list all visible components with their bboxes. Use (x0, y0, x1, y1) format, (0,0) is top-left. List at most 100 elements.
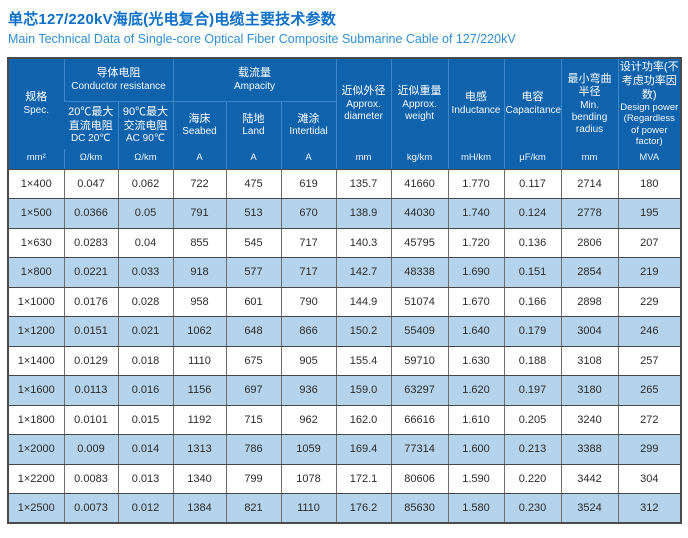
unit-design-power: MVA (617, 149, 682, 170)
table-row: 1×1200 0.0151 0.021 1062 648 866 150.2 55409 1.6… (8, 316, 682, 347)
value-cell: 0.151 (503, 257, 562, 288)
value-cell: 791 (172, 198, 226, 229)
table-row: 1×2000 0.009 0.014 1313 786 1059 169.4 77314 1.6… (8, 434, 682, 465)
value-cell: 918 (172, 257, 226, 288)
value-cell: 85630 (390, 493, 449, 524)
col-header-approx-weight: 近似重量 Approx. weight (390, 58, 449, 150)
value-cell: 513 (225, 198, 281, 229)
value-cell: 1.580 (447, 493, 505, 524)
value-cell: 140.3 (335, 227, 392, 259)
value-cell: 545 (225, 227, 281, 259)
value-cell: 577 (225, 257, 281, 288)
col-header-approx-diameter: 近似外径 Approx. diameter (335, 58, 392, 150)
page: 单芯127/220kV海底(光电复合)电缆主要技术参数 Main Technic… (7, 11, 683, 525)
value-cell: 0.188 (503, 345, 562, 377)
unit-land: A (225, 149, 281, 170)
col-label-en: Approx. weight (402, 99, 437, 122)
spec-cell: 1×2200 (8, 463, 64, 495)
col-label-en: Approx. diameter (344, 99, 383, 122)
col-label-zh: 20℃最大直流电阻 (68, 105, 114, 132)
unit-spec: mm² (8, 149, 64, 170)
value-cell: 1078 (280, 463, 337, 495)
value-cell: 1.620 (447, 375, 505, 406)
value-cell: 675 (225, 345, 281, 377)
col-header-spec-en: Spec. (23, 105, 50, 116)
value-cell: 0.009 (63, 434, 118, 465)
col-label-zh: 海床 (188, 112, 211, 125)
value-cell: 159.0 (335, 375, 392, 406)
unit-seabed: A (172, 149, 226, 170)
value-cell: 0.220 (503, 463, 562, 495)
value-cell: 312 (617, 493, 682, 524)
col-header-inductance: 电感 Inductance (447, 58, 505, 150)
value-cell: 162.0 (335, 404, 392, 436)
spec-cell: 1×1800 (8, 404, 64, 436)
unit-approx-weight: kg/km (390, 149, 449, 170)
value-cell: 958 (172, 286, 226, 318)
value-cell: 790 (280, 286, 337, 318)
col-header-min-bending-radius: 最小弯曲半径 Min. bending radius (560, 58, 619, 150)
col-label-en: Capacitance (505, 105, 562, 116)
value-cell: 176.2 (335, 493, 392, 524)
value-cell: 257 (617, 345, 682, 377)
value-cell: 0.230 (503, 493, 562, 524)
value-cell: 150.2 (335, 316, 392, 347)
col-group-ampacity: 载流量 Ampacity (172, 58, 337, 102)
value-cell: 786 (225, 434, 281, 465)
value-cell: 0.117 (503, 168, 562, 200)
value-cell: 195 (617, 198, 682, 229)
unit-approx-diameter: mm (335, 149, 392, 170)
value-cell: 3388 (560, 434, 619, 465)
header-sub-row: 20℃最大直流电阻 DC 20℃ 90℃最大交流电阻 AC 90℃ 海床 Sea… (8, 101, 681, 150)
spec-cell: 1×2500 (8, 493, 64, 524)
table-row: 1×800 0.0221 0.033 918 577 717 142.7 48338 1.690… (8, 257, 682, 288)
value-cell: 0.012 (117, 493, 173, 524)
table-row: 1×1000 0.0176 0.028 958 601 790 144.9 51074 1.67… (8, 286, 682, 318)
value-cell: 3240 (560, 404, 619, 436)
group-label-zh: 载流量 (238, 67, 271, 80)
col-label-en: Inductance (451, 105, 501, 116)
value-cell: 1.720 (447, 227, 505, 259)
value-cell: 1340 (172, 463, 226, 495)
value-cell: 0.013 (117, 463, 173, 495)
spec-cell: 1×1200 (8, 316, 64, 347)
value-cell: 717 (280, 257, 337, 288)
value-cell: 0.0151 (63, 316, 118, 347)
value-cell: 172.1 (335, 463, 392, 495)
value-cell: 77314 (390, 434, 449, 465)
value-cell: 2898 (560, 286, 619, 318)
value-cell: 670 (280, 198, 337, 229)
value-cell: 272 (617, 404, 682, 436)
value-cell: 3108 (560, 345, 619, 377)
value-cell: 601 (225, 286, 281, 318)
header-unit-row: mm² Ω/km Ω/km A A A mm kg/km mH/km μF/km… (8, 149, 682, 170)
value-cell: 0.179 (503, 316, 562, 347)
value-cell: 0.197 (503, 375, 562, 406)
spec-table: 规格 Spec. 导体电阻 Conductor resistance 载流量 A… (7, 57, 683, 525)
col-label-en: Land (242, 126, 265, 138)
value-cell: 475 (225, 168, 281, 200)
value-cell: 0.028 (117, 286, 173, 318)
value-cell: 48338 (390, 257, 449, 288)
value-cell: 1062 (172, 316, 226, 347)
value-cell: 207 (617, 227, 682, 259)
col-label-en: Intertidal (289, 126, 328, 138)
col-header-capacitance: 电容 Capacitance (503, 58, 562, 150)
spec-cell: 1×1400 (8, 345, 64, 377)
value-cell: 936 (280, 375, 337, 406)
value-cell: 0.05 (117, 198, 173, 229)
value-cell: 0.033 (117, 257, 173, 288)
col-group-conductor-resistance: 导体电阻 Conductor resistance (63, 58, 173, 102)
col-header-dc-resistance: 20℃最大直流电阻 DC 20℃ (64, 101, 118, 150)
value-cell: 0.0083 (63, 463, 118, 495)
value-cell: 45795 (390, 227, 449, 259)
value-cell: 3004 (560, 316, 619, 347)
value-cell: 299 (617, 434, 682, 465)
value-cell: 1.640 (447, 316, 505, 347)
table-header: 规格 Spec. 导体电阻 Conductor resistance 载流量 A… (8, 58, 682, 170)
value-cell: 219 (617, 257, 682, 288)
header-group-row: 规格 Spec. 导体电阻 Conductor resistance 载流量 A… (8, 58, 682, 150)
value-cell: 0.213 (503, 434, 562, 465)
spec-cell: 1×500 (8, 198, 64, 229)
value-cell: 648 (225, 316, 281, 347)
